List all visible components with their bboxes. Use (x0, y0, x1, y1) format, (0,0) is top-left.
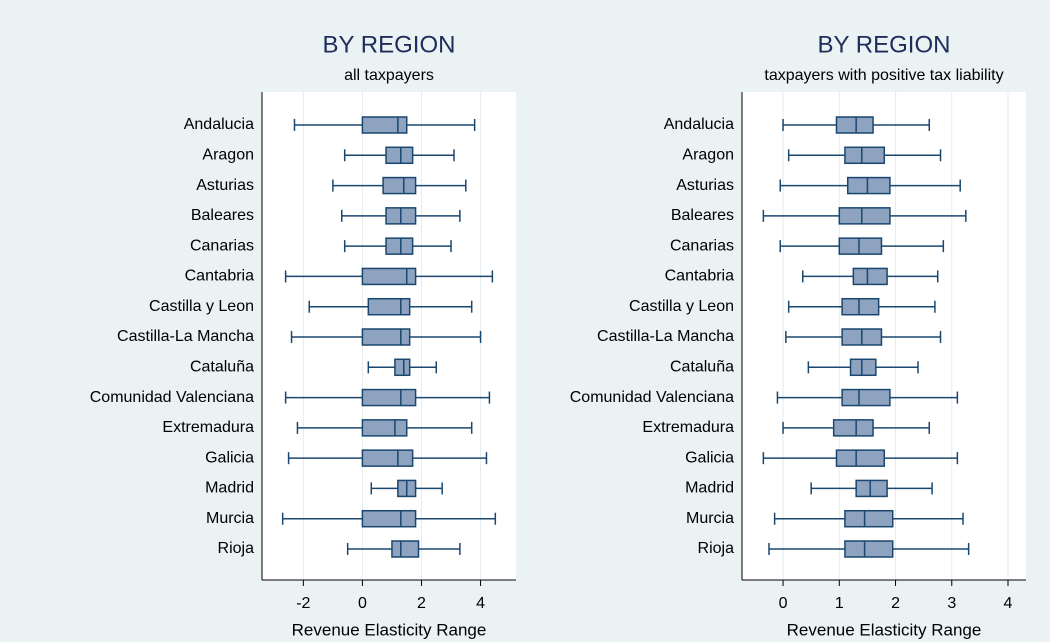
x-tick-label: 1 (835, 595, 844, 612)
category-label: Rioja (698, 540, 735, 557)
category-label: Canarias (190, 237, 254, 254)
category-label: Comunidad Valenciana (90, 389, 254, 406)
plot-area (742, 92, 1026, 580)
box (361, 509, 417, 528)
x-tick-label: 0 (358, 595, 367, 612)
category-label: Castilla y Leon (629, 298, 734, 315)
box (838, 237, 883, 255)
box (844, 540, 894, 558)
box (849, 358, 877, 377)
box (852, 267, 888, 286)
box (835, 116, 874, 134)
category-label: Andalucia (664, 116, 734, 133)
category-label: Aragon (202, 147, 254, 164)
box (391, 540, 420, 558)
box (361, 388, 417, 407)
category-label: Andalucia (184, 116, 254, 133)
chart-title: BY REGION (818, 31, 951, 58)
category-label: Baleares (671, 207, 734, 224)
box (361, 449, 414, 467)
box (361, 267, 417, 286)
category-label: Asturias (196, 177, 254, 194)
category-label: Murcia (206, 510, 254, 527)
category-label: Galicia (685, 449, 734, 466)
category-label: Madrid (205, 480, 254, 497)
x-tick-label: 2 (891, 595, 900, 612)
box (841, 297, 880, 316)
category-label: Castilla y Leon (149, 298, 254, 315)
box (361, 419, 408, 437)
chart-subtitle: all taxpayers (344, 67, 434, 84)
x-tick-label: 4 (476, 595, 485, 612)
box (832, 419, 874, 437)
box (838, 207, 891, 225)
category-label: Cataluña (670, 359, 734, 376)
category-label: Asturias (676, 177, 734, 194)
box (367, 297, 411, 316)
box (835, 449, 886, 467)
x-tick-label: 2 (417, 595, 426, 612)
x-tick-label: 3 (947, 595, 956, 612)
box (385, 146, 414, 165)
box (844, 509, 894, 528)
box (382, 176, 417, 195)
category-label: Madrid (685, 480, 734, 497)
category-label: Comunidad Valenciana (570, 389, 734, 406)
category-label: Galicia (205, 449, 254, 466)
category-label: Aragon (682, 147, 734, 164)
category-label: Cantabria (185, 268, 254, 285)
box (361, 116, 408, 134)
category-label: Murcia (686, 510, 734, 527)
box (361, 328, 411, 346)
category-label: Cantabria (665, 268, 734, 285)
x-axis-label: Revenue Elasticity Range (787, 620, 982, 639)
category-label: Castilla-La Mancha (597, 328, 734, 345)
category-label: Cataluña (190, 359, 254, 376)
category-label: Baleares (191, 207, 254, 224)
box (385, 237, 414, 255)
box (841, 388, 891, 407)
box (855, 479, 888, 498)
x-tick-label: 4 (1004, 595, 1013, 612)
box (844, 146, 886, 165)
x-tick-label: -2 (296, 595, 310, 612)
x-axis-label: Revenue Elasticity Range (292, 620, 487, 639)
chart-title: BY REGION (323, 31, 456, 58)
category-label: Rioja (218, 540, 255, 557)
category-label: Extremadura (162, 419, 254, 436)
box (846, 176, 891, 195)
category-label: Castilla-La Mancha (117, 328, 254, 345)
chart-subtitle: taxpayers with positive tax liability (764, 67, 1003, 84)
category-label: Extremadura (642, 419, 734, 436)
box (394, 358, 411, 377)
category-label: Canarias (670, 237, 734, 254)
x-tick-label: 0 (779, 595, 788, 612)
